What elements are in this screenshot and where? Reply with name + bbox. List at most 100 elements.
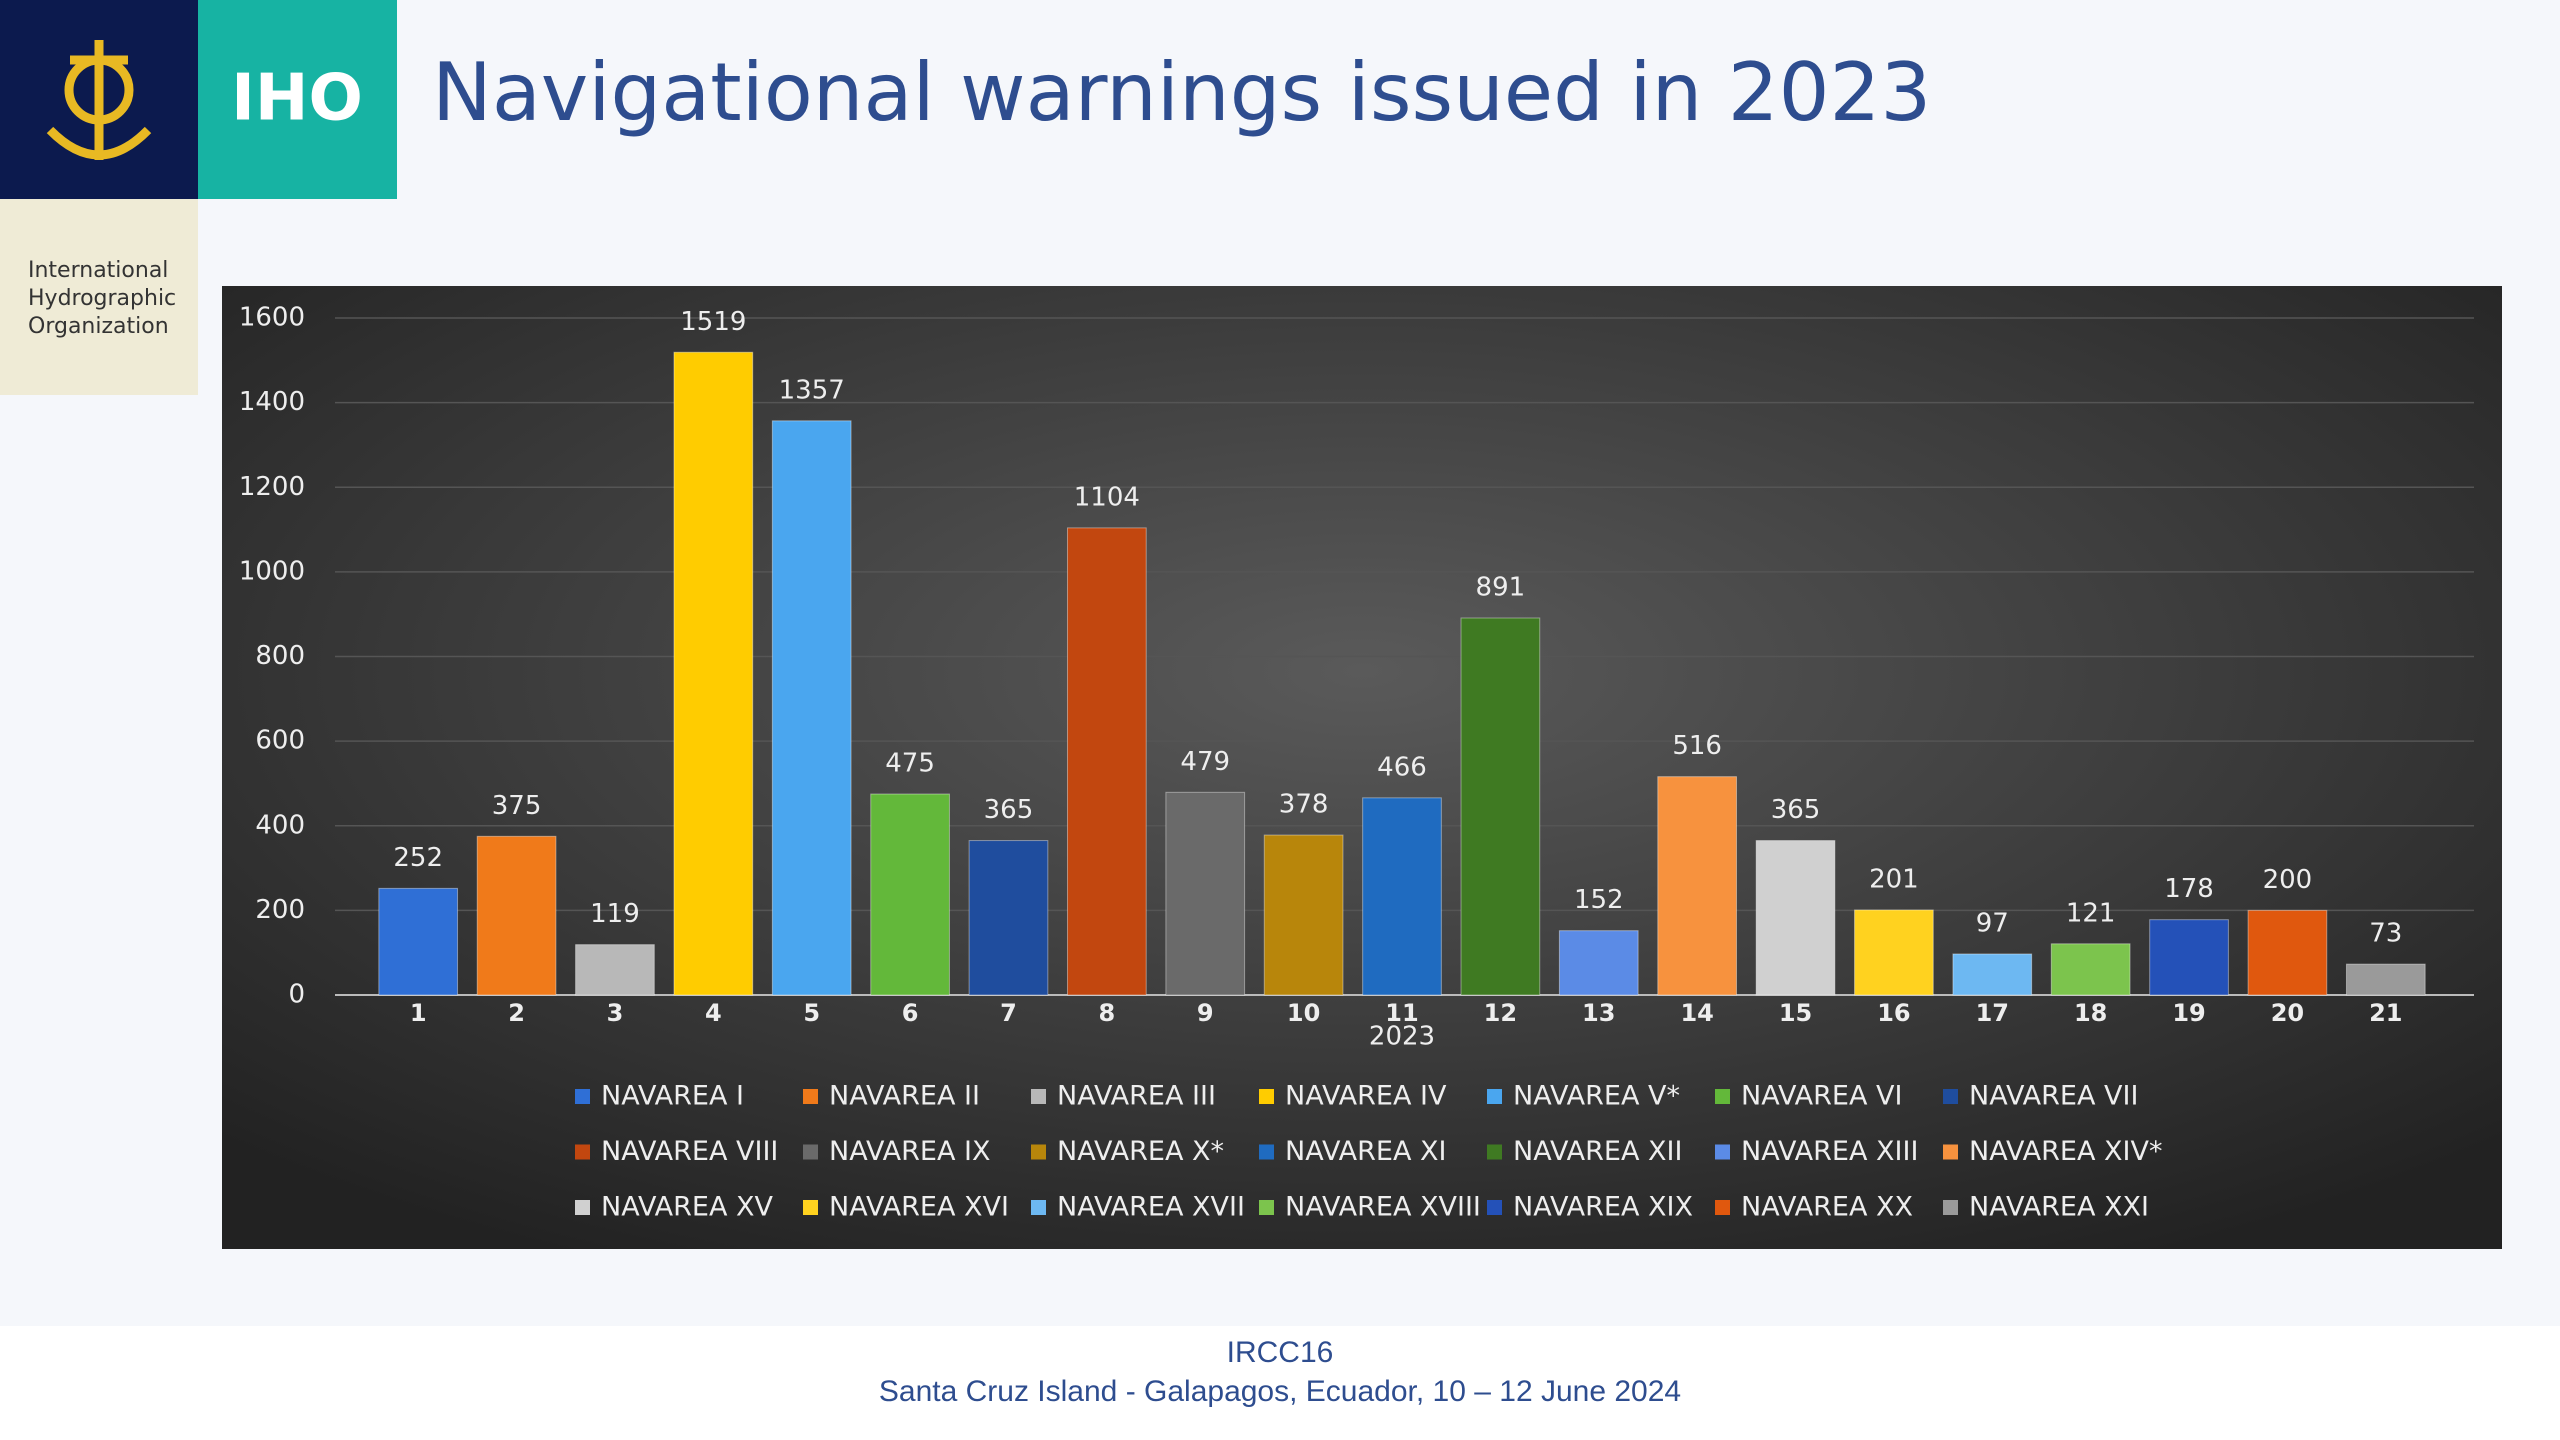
logo-anchor [46, 40, 152, 160]
bar [1263, 834, 1344, 996]
x-tick-label: 21 [2369, 999, 2402, 1027]
bar [1952, 953, 2033, 996]
x-tick-label: 14 [1680, 999, 1713, 1027]
org-box [0, 199, 198, 395]
y-tick-label: 1000 [239, 556, 305, 586]
legend-swatch [1715, 1200, 1730, 1215]
legend-swatch [1715, 1089, 1730, 1104]
data-label: 73 [2369, 919, 2402, 949]
legend-swatch [575, 1089, 590, 1104]
y-tick-label: 1200 [239, 472, 305, 502]
legend-swatch [1943, 1200, 1958, 1215]
legend-swatch [1259, 1200, 1274, 1215]
bar [2345, 963, 2426, 996]
data-label: 201 [1869, 864, 1919, 894]
legend-swatch [1487, 1089, 1502, 1104]
legend-label: NAVAREA VII [1969, 1081, 2138, 1112]
legend-swatch [1031, 1200, 1046, 1215]
data-label: 475 [885, 749, 935, 779]
iho-box [198, 0, 397, 199]
legend-label: NAVAREA XII [1513, 1136, 1682, 1167]
x-tick-label: 8 [1099, 999, 1116, 1027]
x-tick-label: 3 [607, 999, 624, 1027]
data-label: 891 [1476, 572, 1526, 602]
x-tick-label: 13 [1582, 999, 1615, 1027]
bar [1067, 527, 1147, 996]
legend-label: NAVAREA XI [1285, 1136, 1447, 1167]
x-tick-label: 15 [1779, 999, 1812, 1027]
x-tick-label: 16 [1877, 999, 1910, 1027]
logo-text: IHO [231, 62, 363, 136]
x-tick-label: 11 [1385, 999, 1418, 1027]
chart-panel [222, 286, 2502, 1249]
legend-swatch [1259, 1144, 1274, 1160]
org-name: International [28, 258, 168, 283]
x-tick-label: 6 [902, 999, 919, 1027]
y-tick-label: 400 [255, 810, 305, 840]
legend-label: NAVAREA XXI [1969, 1192, 2149, 1223]
x-axis-title: 2023 [1369, 1022, 1435, 1052]
bar [378, 887, 459, 996]
legend-swatch [1715, 1144, 1730, 1160]
legend-label: NAVAREA III [1057, 1081, 1216, 1112]
x-tick-label: 20 [2271, 999, 2304, 1027]
data-label: 365 [1771, 795, 1821, 825]
bar [771, 420, 852, 996]
legend-label: NAVAREA XIX [1513, 1192, 1693, 1223]
legend-swatch [1943, 1089, 1958, 1104]
legend-swatch [1943, 1144, 1958, 1160]
data-label: 365 [984, 795, 1034, 825]
bar [870, 793, 950, 996]
data-label: 200 [2263, 865, 2313, 895]
bar [1657, 776, 1737, 996]
legend-label: NAVAREA XIV* [1969, 1136, 2162, 1167]
legend-swatch [803, 1200, 818, 1215]
x-tick-label: 1 [410, 999, 427, 1027]
legend-swatch [1487, 1200, 1502, 1215]
y-tick-label: 1400 [239, 387, 305, 417]
x-tick-label: 7 [1000, 999, 1017, 1027]
legend-label: NAVAREA XVI [829, 1192, 1009, 1223]
legend-swatch [1031, 1144, 1046, 1160]
legend-label: NAVAREA XV [601, 1192, 774, 1223]
org-name: Hydrographic [28, 286, 176, 311]
bar [1755, 840, 1836, 996]
data-label: 178 [2164, 874, 2214, 904]
bar [1558, 930, 1639, 996]
data-label: 252 [393, 843, 443, 873]
legend-label: NAVAREA XVII [1057, 1192, 1245, 1223]
x-tick-label: 4 [705, 999, 722, 1027]
data-label: 375 [492, 791, 542, 821]
data-label: 378 [1279, 790, 1329, 820]
bar [2149, 919, 2229, 996]
y-tick-label: 600 [255, 726, 305, 756]
data-label: 479 [1180, 747, 1230, 777]
legend-label: NAVAREA XX [1741, 1192, 1913, 1223]
y-tick-label: 800 [255, 641, 305, 671]
bar [968, 840, 1049, 996]
legend-label: NAVAREA IV [1285, 1081, 1447, 1112]
footer-line: IRCC16 [1227, 1336, 1334, 1369]
bar [1460, 617, 1541, 996]
y-tick-label: 0 [288, 980, 305, 1010]
legend-label: NAVAREA XVIII [1285, 1192, 1481, 1223]
legend-swatch [803, 1089, 818, 1104]
data-label: 97 [1976, 908, 2009, 938]
data-label: 119 [590, 899, 640, 929]
data-label: 1357 [779, 375, 845, 405]
data-label: 1104 [1074, 482, 1140, 512]
legend-label: NAVAREA II [829, 1081, 980, 1112]
legend-swatch [575, 1144, 590, 1160]
data-label: 121 [2066, 898, 2116, 928]
x-tick-label: 12 [1484, 999, 1517, 1027]
bar [1165, 791, 1246, 996]
bar [575, 944, 655, 996]
bar [2050, 943, 2131, 996]
legend-label: NAVAREA I [601, 1081, 744, 1112]
bar [476, 835, 557, 996]
bar [673, 351, 754, 996]
x-tick-label: 2 [508, 999, 525, 1027]
footer-band [0, 1326, 2560, 1440]
legend-swatch [1031, 1089, 1046, 1104]
legend-swatch [1259, 1089, 1274, 1104]
